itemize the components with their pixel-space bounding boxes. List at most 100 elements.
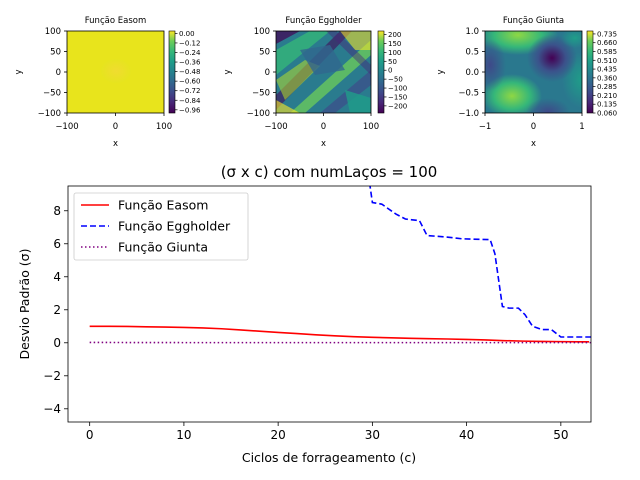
- series-line-fun-o-easom: [89, 325, 590, 343]
- line-chart-legend: Função Easom Função Eggholder Função Giunt…: [73, 192, 249, 261]
- easom-ytick-label: 0: [56, 68, 61, 78]
- colorbar-tick-label: 100: [388, 49, 401, 57]
- colorbar-tick-label: 0.585: [597, 48, 617, 56]
- line-chart-x-axis: 0 10 20 30 40 50: [86, 422, 568, 442]
- colorbar-tick-label: −0.72: [179, 87, 200, 95]
- easom-ytick-label: −100: [38, 109, 61, 119]
- x-tick-label: 40: [459, 428, 474, 442]
- legend-label: Função Eggholder: [118, 219, 231, 234]
- easom-y-axis: 100 50 0 −50 −100 y: [14, 27, 67, 119]
- giunta-xtick-label: 1: [579, 122, 584, 132]
- giunta-ylabel: y: [436, 69, 446, 74]
- y-tick-label: 4: [53, 270, 61, 284]
- giunta-ytick-label: −1.0: [458, 109, 479, 119]
- colorbar-tick-label: 150: [388, 40, 401, 48]
- x-tick-label: 10: [176, 428, 191, 442]
- legend-label: Função Easom: [118, 198, 208, 213]
- giunta-colorbar: 0.7350.6600.5850.5100.4350.3600.2850.210…: [586, 30, 617, 118]
- colorbar-tick-label: 0.435: [597, 66, 617, 74]
- line-chart-series: [89, 186, 591, 344]
- colorbar-tick-label: 0: [388, 67, 392, 75]
- eggholder-x-axis: −100 0 100 x: [264, 113, 379, 149]
- y-tick-label: 8: [53, 204, 61, 218]
- giunta-colorbar-ticks: 0.7350.6600.5850.5100.4350.3600.2850.210…: [593, 30, 617, 118]
- y-tick-label: 0: [53, 336, 61, 350]
- eggholder-ytick-label: −100: [247, 109, 270, 119]
- colorbar-tick-label: 0.135: [597, 101, 617, 109]
- easom-colorbar-ticks: 0.00−0.12 −0.24 −0.36−0.48 −0.60−0.72 −0.84−…: [175, 30, 201, 114]
- series-line-fun-o-eggholder: [369, 186, 591, 338]
- giunta-xtick-label: 0: [531, 122, 536, 132]
- easom-xtick-label: 100: [156, 122, 172, 132]
- easom-colorbar: 0.00−0.12 −0.24 −0.36−0.48 −0.60−0.72 −0.84−…: [168, 30, 201, 114]
- eggholder-xtick-label: −100: [264, 122, 287, 132]
- eggholder-xlabel: x: [321, 139, 326, 149]
- line-chart-xlabel: Ciclos de forrageamento (c): [242, 450, 416, 465]
- easom-x-axis: −100 0 100 x: [55, 113, 172, 149]
- easom-ytick-label: 100: [45, 27, 61, 37]
- colorbar-tick-label: −0.24: [179, 49, 201, 57]
- colorbar-tick-label: 0.360: [597, 74, 617, 82]
- easom-colorbar-gradient: [168, 30, 176, 114]
- colorbar-tick-label: −150: [388, 93, 407, 101]
- easom-xtick-label: −100: [55, 122, 78, 132]
- eggholder-y-axis: 100 50 0 −50 −100 y: [223, 27, 276, 119]
- colorbar-tick-label: −0.96: [179, 106, 201, 114]
- easom-minimum-spot: [101, 59, 131, 83]
- colorbar-tick-label: 50: [388, 58, 397, 66]
- legend-label: Função Giunta: [118, 240, 208, 255]
- colorbar-tick-label: 0.285: [597, 83, 617, 91]
- line-chart-panel: (σ x c) com numLaços = 100 0 10 20 30 40 50 −…: [17, 163, 592, 465]
- legend-items: Função Easom Função Eggholder Função Giunt…: [81, 198, 231, 255]
- legend-box: [73, 192, 249, 261]
- colorbar-tick-label: −0.48: [179, 68, 200, 76]
- colorbar-tick-label: −50: [388, 76, 403, 84]
- giunta-ytick-label: 1.0: [465, 27, 479, 37]
- eggholder-title: Função Eggholder: [285, 16, 362, 26]
- giunta-y-axis: 1.0 0.5 0.0 −0.5 −1.0 y: [436, 27, 485, 119]
- giunta-ytick-label: 0.0: [465, 68, 479, 78]
- eggholder-ytick-label: 0: [265, 68, 270, 78]
- colorbar-tick-label: 200: [388, 31, 401, 39]
- easom-ylabel: y: [14, 69, 24, 74]
- colorbar-tick-label: −100: [388, 85, 407, 93]
- eggholder-heatmap-image: [276, 31, 371, 113]
- y-tick-label: 6: [53, 237, 61, 251]
- colorbar-tick-label: 0.735: [597, 30, 617, 38]
- giunta-ytick-label: 0.5: [465, 48, 479, 58]
- colorbar-tick-label: −200: [388, 102, 407, 110]
- easom-xtick-label: 0: [113, 122, 118, 132]
- eggholder-xtick-label: 100: [363, 122, 379, 132]
- eggholder-colorbar-gradient: [377, 30, 385, 114]
- y-tick-label: 2: [53, 303, 61, 317]
- colorbar-tick-label: 0.510: [597, 57, 617, 65]
- easom-xlabel: x: [113, 139, 118, 149]
- x-tick-label: 50: [553, 428, 568, 442]
- colorbar-tick-label: 0.660: [597, 39, 617, 47]
- giunta-heatmap-image: [485, 31, 582, 113]
- easom-title: Função Easom: [85, 16, 146, 26]
- colorbar-tick-label: −0.60: [179, 78, 200, 86]
- eggholder-heatmap-panel: Função Eggholder −100 0 100 x: [223, 16, 407, 149]
- giunta-xlabel: x: [531, 139, 536, 149]
- colorbar-tick-label: −0.36: [179, 59, 201, 67]
- colorbar-tick-label: 0.210: [597, 92, 617, 100]
- eggholder-xtick-label: 0: [321, 122, 326, 132]
- line-chart-ylabel: Desvio Padrão (σ): [17, 249, 32, 360]
- y-tick-label: −2: [43, 369, 61, 383]
- eggholder-ytick-label: 100: [254, 27, 270, 37]
- easom-ytick-label: −50: [43, 89, 61, 99]
- line-chart-y-axis: −4 −2 0 2 4 6 8: [43, 204, 68, 416]
- easom-ytick-label: 50: [50, 48, 61, 58]
- line-chart-title: (σ x c) com numLaços = 100: [221, 163, 438, 181]
- colorbar-tick-label: −0.12: [179, 39, 200, 47]
- giunta-ytick-label: −0.5: [458, 89, 479, 99]
- x-tick-label: 20: [271, 428, 286, 442]
- giunta-title: Função Giunta: [503, 16, 564, 26]
- line-chart-frame: [67, 185, 592, 423]
- giunta-xtick-label: −1: [479, 122, 492, 132]
- giunta-heatmap-panel: Função Giunta −1 0 1 x 1.0: [436, 16, 617, 149]
